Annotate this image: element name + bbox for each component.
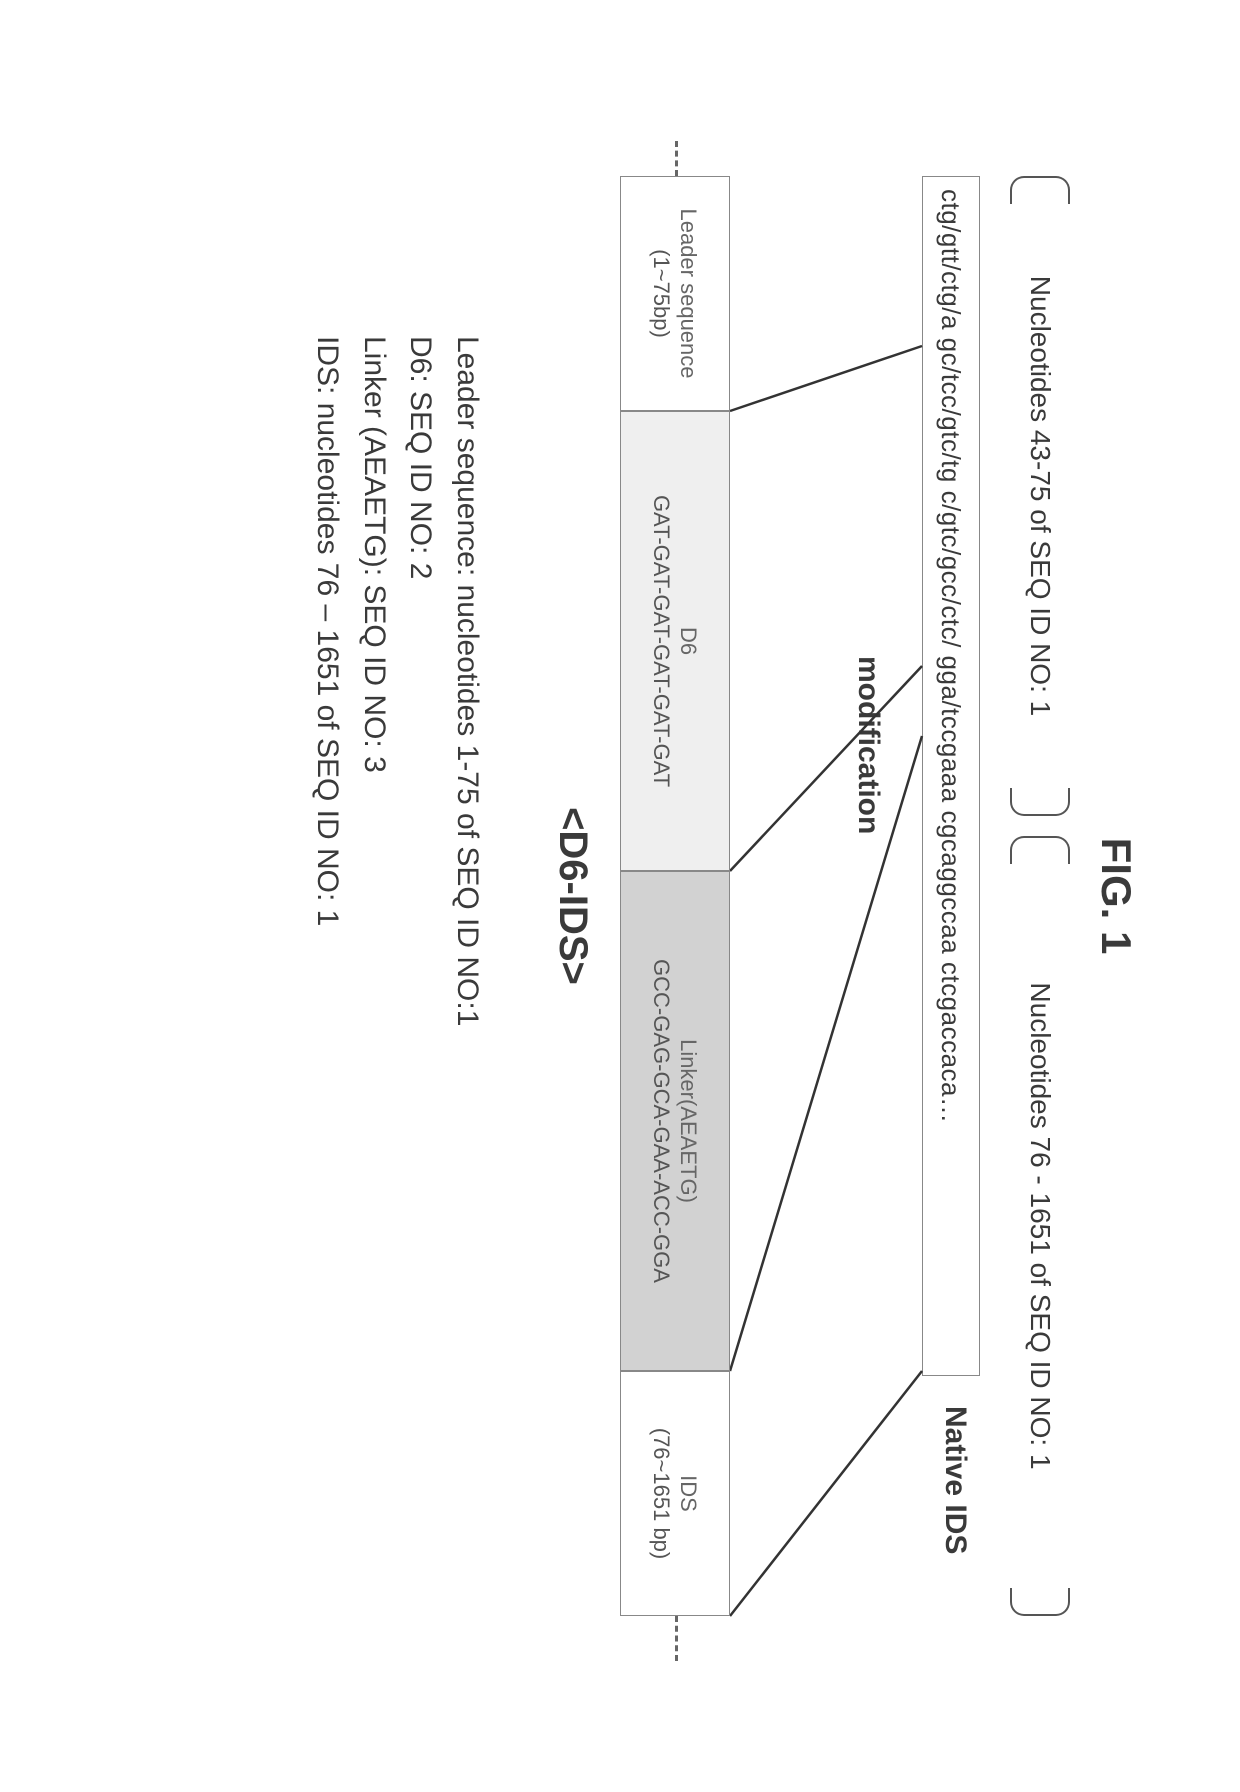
segment-linker-sub: GCC-GAG-GCA-GAA-ACC-GGA — [648, 959, 676, 1283]
legend-line-1: Leader sequence: nucleotides 1-75 of SEQ… — [444, 336, 491, 1026]
bracket-right-cap-l — [1010, 836, 1070, 864]
native-sequence-text: ctg/gtt/ctg/a gc/tcc/gtc/tg c/gtc/gcc/ct… — [936, 177, 967, 1136]
native-ids-label: Native IDS — [938, 1406, 972, 1554]
construct-diagram: Leader sequence (1~75bp) D6 GAT-GAT-GAT-… — [620, 176, 730, 1616]
bracket-left-text: Nucleotides 43-75 of SEQ ID NO: 1 — [1024, 216, 1056, 776]
line-1 — [730, 346, 922, 411]
line-2 — [730, 666, 922, 871]
d6-ids-title: <D6-IDS> — [550, 96, 595, 1696]
dash-left — [675, 141, 678, 176]
segment-leader-title: Leader sequence — [675, 208, 703, 378]
segment-ids-sub: (76~1651 bp) — [648, 1428, 676, 1560]
bracket-left-cap-r — [1010, 788, 1070, 816]
segment-d6: D6 GAT-GAT-GAT-GAT-GAT-GAT — [620, 411, 730, 871]
segment-leader: Leader sequence (1~75bp) — [620, 176, 730, 411]
bracket-row: Nucleotides 43-75 of SEQ ID NO: 1 Nucleo… — [1000, 176, 1070, 1616]
segment-d6-sub: GAT-GAT-GAT-GAT-GAT-GAT — [648, 495, 676, 787]
bracket-left-cap — [1010, 176, 1070, 204]
segment-linker-title: Linker(AEAETG) — [675, 1039, 703, 1203]
bracket-left: Nucleotides 43-75 of SEQ ID NO: 1 — [1000, 176, 1070, 816]
legend-line-4: IDS: nucleotides 76 – 1651 of SEQ ID NO:… — [304, 336, 351, 1026]
figure-title: FIG. 1 — [1092, 96, 1140, 1696]
legend-line-2: D6: SEQ ID NO: 2 — [397, 336, 444, 1026]
segment-ids-title: IDS — [675, 1475, 703, 1512]
modification-label: modification — [851, 656, 885, 834]
bracket-right-text: Nucleotides 76 - 1651 of SEQ ID NO: 1 — [1024, 876, 1056, 1576]
segment-leader-sub: (1~75bp) — [648, 249, 676, 338]
segment-d6-title: D6 — [675, 627, 703, 655]
legend-block: Leader sequence: nucleotides 1-75 of SEQ… — [304, 336, 490, 1026]
dash-right — [675, 1616, 678, 1661]
segment-linker: Linker(AEAETG) GCC-GAG-GCA-GAA-ACC-GGA — [620, 871, 730, 1371]
native-ids-box: ctg/gtt/ctg/a gc/tcc/gtc/tg c/gtc/gcc/ct… — [922, 176, 980, 1376]
figure-canvas: FIG. 1 Nucleotides 43-75 of SEQ ID NO: 1… — [70, 96, 1170, 1696]
bracket-right: Nucleotides 76 - 1651 of SEQ ID NO: 1 — [1000, 836, 1070, 1616]
line-4 — [730, 1371, 922, 1616]
legend-line-3: Linker (AEAETG): SEQ ID NO: 3 — [351, 336, 398, 1026]
bracket-right-cap — [1010, 1588, 1070, 1616]
line-3 — [730, 736, 922, 1371]
segment-ids: IDS (76~1651 bp) — [620, 1371, 730, 1616]
